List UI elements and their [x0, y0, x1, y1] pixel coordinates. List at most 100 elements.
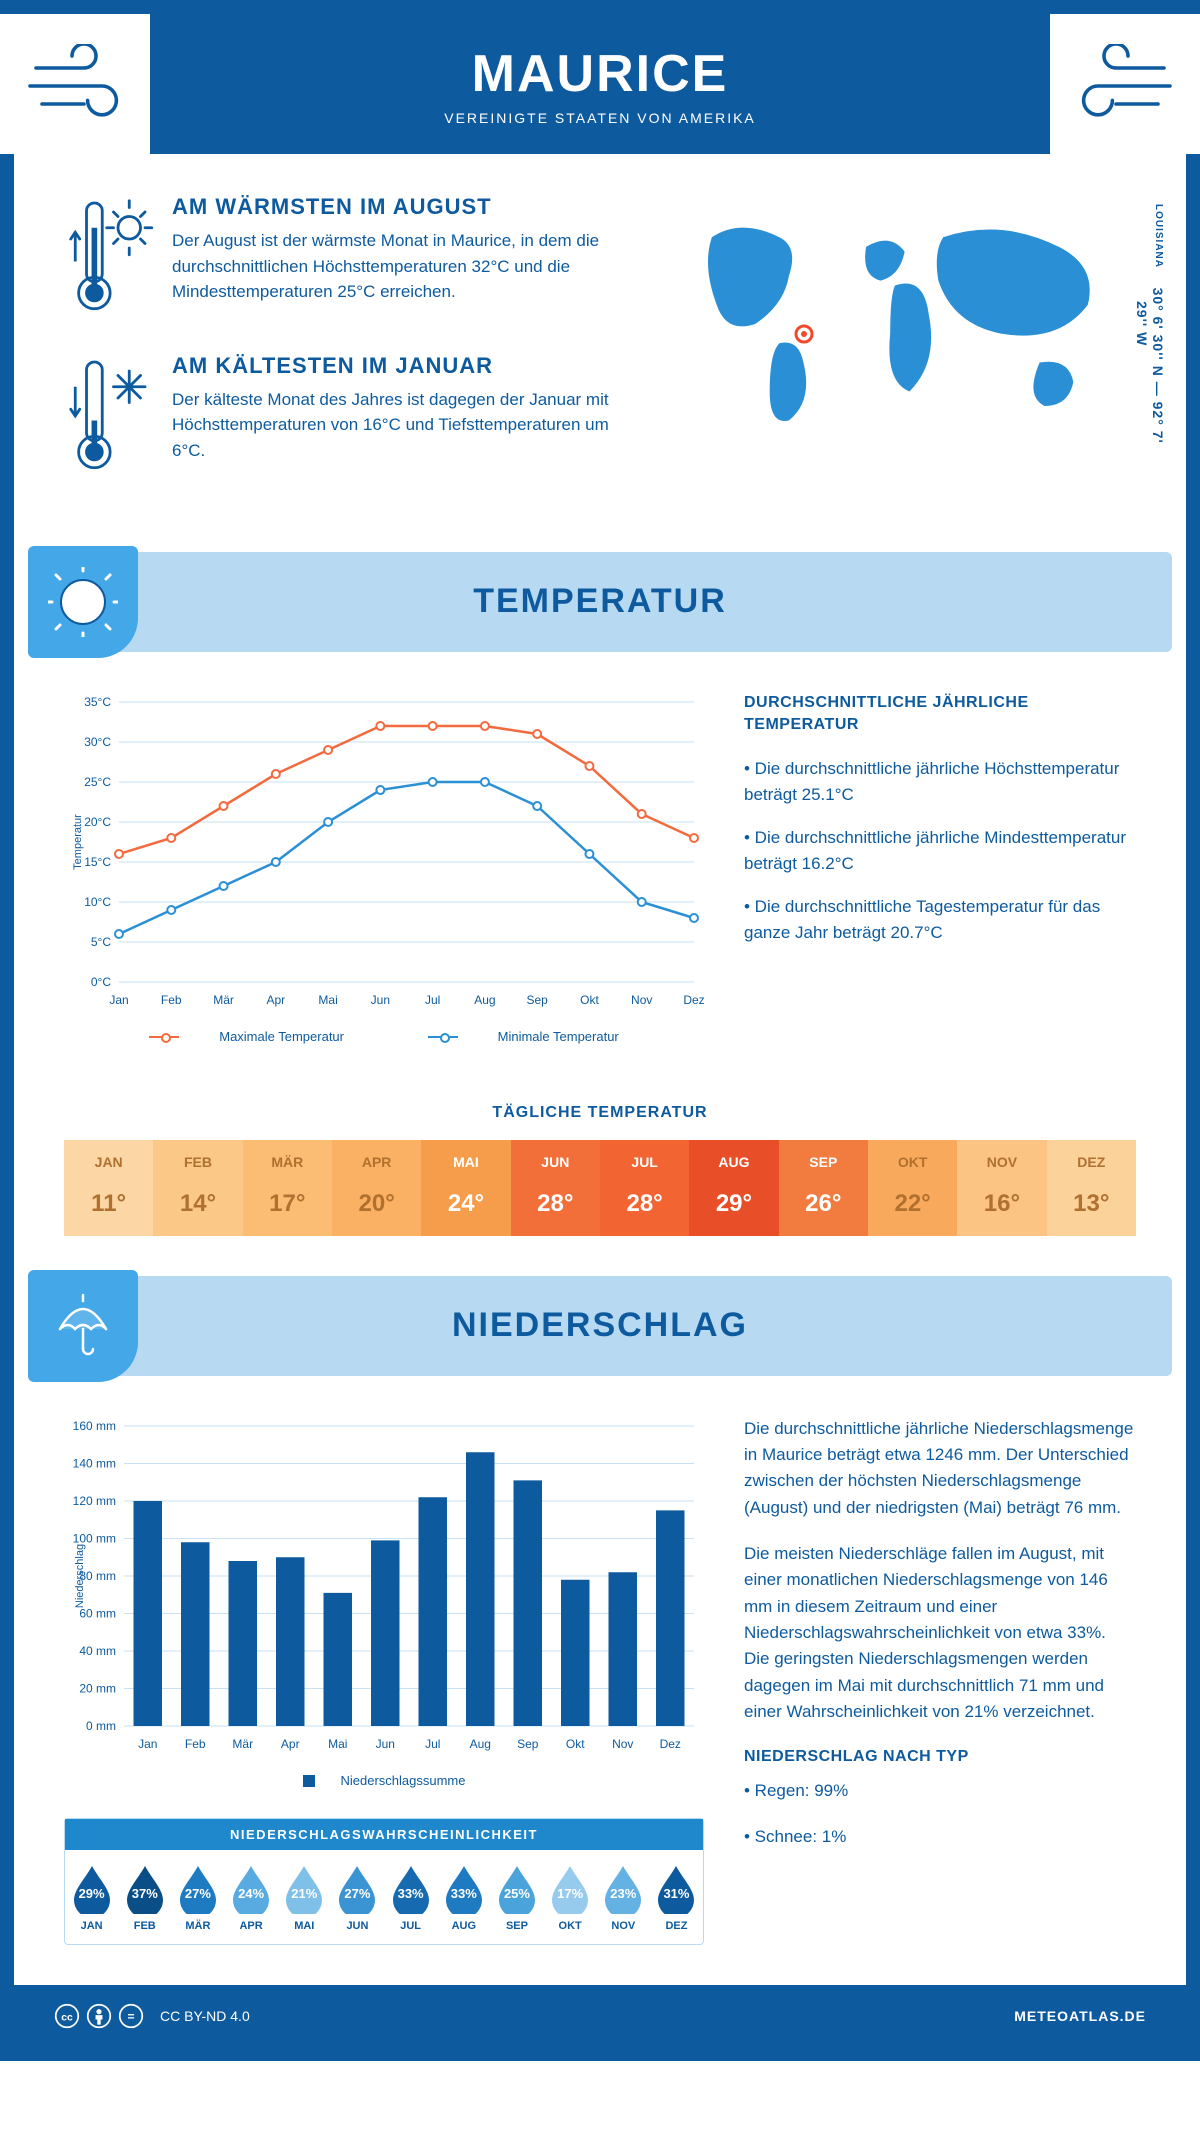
daily-temp-cell: MÄR17°	[243, 1140, 332, 1236]
svg-text:Mär: Mär	[232, 1737, 253, 1751]
cc-license-icons: cc = CC BY-ND 4.0	[54, 2003, 250, 2029]
svg-text:0°C: 0°C	[91, 975, 111, 989]
svg-text:15°C: 15°C	[84, 855, 111, 869]
svg-text:Dez: Dez	[683, 993, 704, 1007]
svg-text:Nov: Nov	[631, 993, 652, 1007]
svg-text:cc: cc	[61, 2012, 73, 2023]
probability-cell: 33%JUL	[384, 1850, 437, 1944]
precip-section-bar: NIEDERSCHLAG	[28, 1276, 1172, 1376]
coldest-text: Der kälteste Monat des Jahres ist dagege…	[172, 387, 624, 464]
precip-bar-chart: 0 mm20 mm40 mm60 mm80 mm100 mm120 mm140 …	[64, 1416, 704, 1756]
precip-para: Die durchschnittliche jährliche Niedersc…	[744, 1416, 1136, 1521]
probability-cell: 17%OKT	[544, 1850, 597, 1944]
svg-text:120 mm: 120 mm	[73, 1494, 116, 1508]
svg-text:Dez: Dez	[660, 1737, 681, 1751]
sun-icon	[28, 546, 138, 658]
svg-text:Okt: Okt	[580, 993, 599, 1007]
svg-text:30°C: 30°C	[84, 735, 111, 749]
temperature-line-chart: 0°C 5°C 10°C 15°C 20°C 25°C 30°C 35°C Jan Feb Mär A…	[64, 692, 704, 1044]
svg-text:35°C: 35°C	[84, 695, 111, 709]
daily-temp-cell: APR20°	[332, 1140, 421, 1236]
precip-legend-label: Niederschlagssumme	[341, 1773, 466, 1788]
svg-text:0 mm: 0 mm	[86, 1719, 116, 1733]
svg-text:Apr: Apr	[266, 993, 285, 1007]
temp-bullet: • Die durchschnittliche jährliche Mindes…	[744, 825, 1136, 876]
daily-temp-cell: SEP26°	[779, 1140, 868, 1236]
precip-type-heading: NIEDERSCHLAG NACH TYP	[744, 1745, 1136, 1770]
daily-temp-cell: DEZ13°	[1047, 1140, 1136, 1236]
daily-temp-cell: MAI24°	[421, 1140, 510, 1236]
coords-text: 30° 6' 30'' N — 92° 7' 29'' W	[1134, 288, 1166, 444]
probability-title: NIEDERSCHLAGSWAHRSCHEINLICHKEIT	[65, 1819, 703, 1850]
svg-text:Temperatur: Temperatur	[72, 813, 84, 869]
daily-temp-table: JAN11°FEB14°MÄR17°APR20°MAI24°JUN28°JUL2…	[64, 1140, 1136, 1236]
probability-cell: 31%DEZ	[650, 1850, 703, 1944]
probability-cell: 21%MAI	[278, 1850, 331, 1944]
probability-cell: 27%MÄR	[171, 1850, 224, 1944]
svg-text:Feb: Feb	[161, 993, 182, 1007]
svg-text:Jun: Jun	[371, 993, 390, 1007]
probability-box: NIEDERSCHLAGSWAHRSCHEINLICHKEIT 29%JAN37…	[64, 1818, 704, 1945]
svg-text:25°C: 25°C	[84, 775, 111, 789]
wind-icon	[24, 24, 144, 114]
probability-cell: 27%JUN	[331, 1850, 384, 1944]
svg-text:Niederschlag: Niederschlag	[74, 1543, 86, 1607]
warmest-title: AM WÄRMSTEN IM AUGUST	[172, 194, 624, 220]
world-map-panel: LOUISIANA 30° 6' 30'' N — 92° 7' 29'' W	[654, 194, 1136, 512]
svg-text:Mai: Mai	[318, 993, 337, 1007]
precip-legend: Niederschlagssumme	[64, 1773, 704, 1788]
svg-text:Mär: Mär	[213, 993, 234, 1007]
svg-text:100 mm: 100 mm	[73, 1531, 116, 1545]
page-title: MAURICE	[54, 44, 1146, 104]
svg-text:10°C: 10°C	[84, 895, 111, 909]
thermometer-hot-icon	[64, 194, 154, 323]
daily-temp-cell: AUG29°	[689, 1140, 778, 1236]
svg-text:=: =	[127, 2009, 134, 2023]
svg-text:Jul: Jul	[425, 1737, 440, 1751]
precip-type-bullet: • Regen: 99%	[744, 1778, 1136, 1804]
precip-summary: Die durchschnittliche jährliche Niedersc…	[744, 1416, 1136, 1945]
probability-cell: 25%SEP	[490, 1850, 543, 1944]
thermometer-cold-icon	[64, 353, 154, 482]
svg-text:5°C: 5°C	[91, 935, 111, 949]
region-label: LOUISIANA	[1153, 204, 1164, 268]
coordinates: LOUISIANA 30° 6' 30'' N — 92° 7' 29'' W	[1134, 194, 1166, 454]
chart-legend: Maximale Temperatur Minimale Temperatur	[64, 1029, 704, 1044]
umbrella-icon	[28, 1270, 138, 1382]
probability-cell: 24%APR	[225, 1850, 278, 1944]
legend-min: Minimale Temperatur	[498, 1029, 619, 1044]
temp-bullet: • Die durchschnittliche Tagestemperatur …	[744, 894, 1136, 945]
svg-text:Okt: Okt	[566, 1737, 585, 1751]
svg-text:Jul: Jul	[425, 993, 440, 1007]
svg-text:Jan: Jan	[138, 1737, 157, 1751]
svg-text:Feb: Feb	[185, 1737, 206, 1751]
wind-icon	[1056, 24, 1176, 114]
svg-text:20 mm: 20 mm	[79, 1681, 116, 1695]
info-section: AM WÄRMSTEN IM AUGUST Der August ist der…	[14, 154, 1186, 532]
page-subtitle: VEREINIGTE STAATEN VON AMERIKA	[54, 110, 1146, 126]
precip-para: Die meisten Niederschläge fallen im Augu…	[744, 1541, 1136, 1725]
probability-cell: 37%FEB	[118, 1850, 171, 1944]
precip-title: NIEDERSCHLAG	[452, 1306, 748, 1345]
svg-text:140 mm: 140 mm	[73, 1456, 116, 1470]
probability-cell: 23%NOV	[597, 1850, 650, 1944]
probability-cell: 33%AUG	[437, 1850, 490, 1944]
precip-type-bullet: • Schnee: 1%	[744, 1824, 1136, 1850]
coldest-block: AM KÄLTESTEN IM JANUAR Der kälteste Mona…	[64, 353, 624, 482]
svg-text:Jan: Jan	[109, 993, 128, 1007]
daily-temp-cell: JUL28°	[600, 1140, 689, 1236]
temperature-summary: DURCHSCHNITTLICHE JÄHRLICHE TEMPERATUR •…	[744, 692, 1136, 1044]
daily-temp-cell: FEB14°	[153, 1140, 242, 1236]
svg-text:Aug: Aug	[470, 1737, 491, 1751]
daily-temp-cell: OKT22°	[868, 1140, 957, 1236]
svg-text:Apr: Apr	[281, 1737, 300, 1751]
svg-text:Sep: Sep	[517, 1737, 539, 1751]
svg-text:20°C: 20°C	[84, 815, 111, 829]
temperature-section-bar: TEMPERATUR	[28, 552, 1172, 652]
svg-text:Nov: Nov	[612, 1737, 633, 1751]
site-name: METEOATLAS.DE	[1014, 2008, 1146, 2024]
daily-temp-cell: NOV16°	[957, 1140, 1046, 1236]
coldest-title: AM KÄLTESTEN IM JANUAR	[172, 353, 624, 379]
probability-cell: 29%JAN	[65, 1850, 118, 1944]
world-map-icon	[654, 194, 1136, 454]
